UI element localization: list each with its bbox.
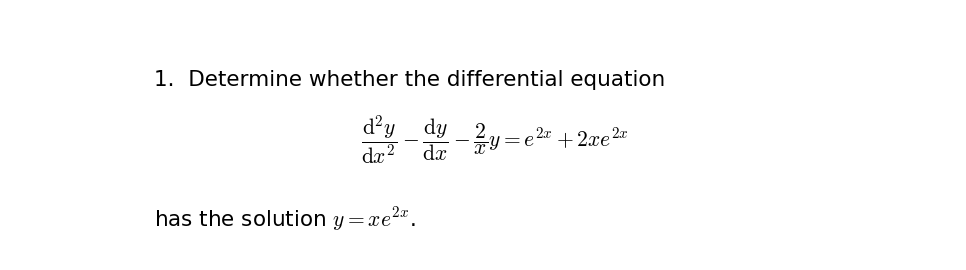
Text: $\dfrac{\mathrm{d}^2y}{\mathrm{d}x^2} - \dfrac{\mathrm{d}y}{\mathrm{d}x} - \dfra: $\dfrac{\mathrm{d}^2y}{\mathrm{d}x^2} - … bbox=[361, 114, 629, 167]
Text: 1.  Determine whether the differential equation: 1. Determine whether the differential eq… bbox=[155, 70, 666, 90]
Text: has the solution $y = xe^{2x}$.: has the solution $y = xe^{2x}$. bbox=[155, 205, 416, 233]
